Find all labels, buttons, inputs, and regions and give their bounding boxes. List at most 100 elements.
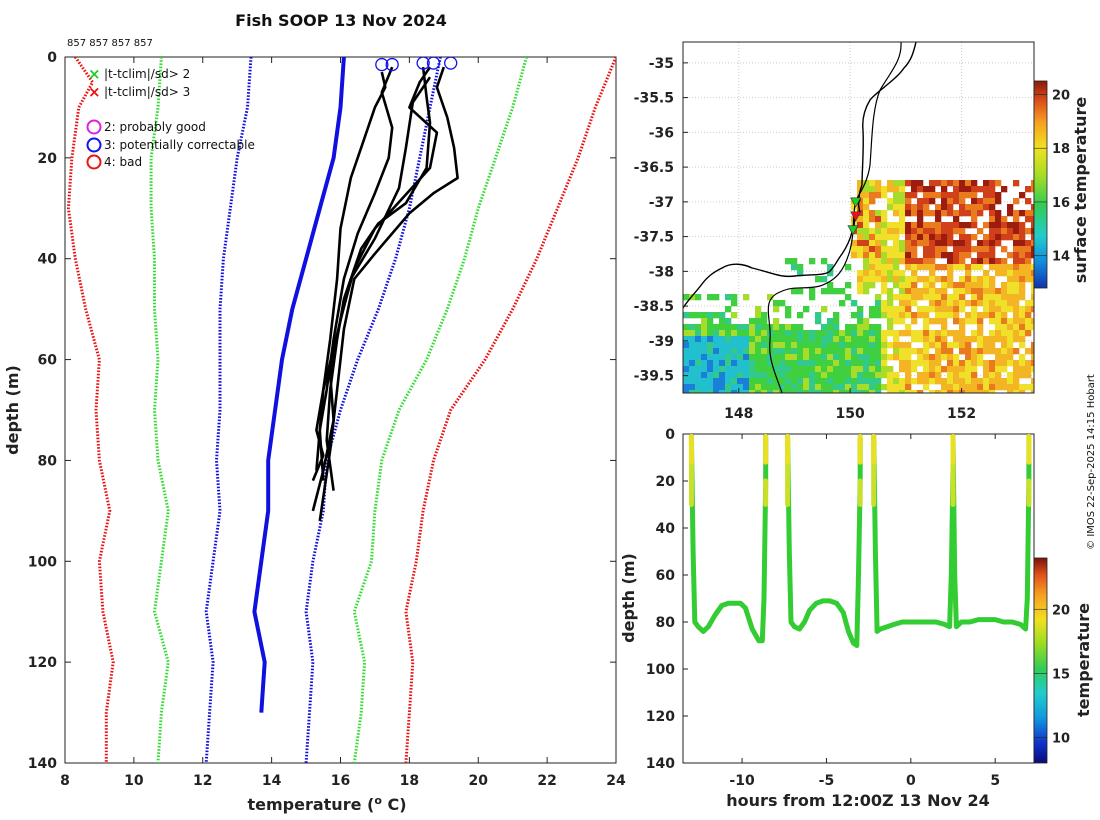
sst-pixel: [1025, 312, 1032, 319]
sst-pixel: [725, 348, 732, 355]
sst-pixel: [905, 372, 912, 379]
sst-pixel: [941, 342, 948, 349]
sst-pixel: [917, 312, 924, 319]
sst-pixel: [881, 258, 888, 265]
sst-pixel: [953, 246, 960, 253]
sst-pixel: [851, 360, 858, 367]
sst-pixel: [959, 204, 966, 211]
sst-pixel: [845, 282, 852, 289]
sst-pixel: [821, 288, 828, 295]
sst-pixel: [893, 372, 900, 379]
sst-pixel: [851, 348, 858, 355]
sst-pixel: [911, 204, 918, 211]
sst-pixel: [737, 354, 744, 361]
sst-pixel: [731, 354, 738, 361]
sst-pixel: [725, 306, 732, 313]
sst-pixel: [917, 354, 924, 361]
sst-pixel: [1013, 240, 1020, 247]
sst-pixel: [905, 366, 912, 373]
sst-pixel: [815, 348, 822, 355]
sst-pixel: [695, 294, 702, 301]
sst-pixel: [725, 372, 732, 379]
sst-pixel: [1013, 258, 1020, 265]
sst-pixel: [959, 342, 966, 349]
sst-pixel: [959, 264, 966, 271]
sst-pixel: [911, 318, 918, 325]
sst-pixel: [977, 330, 984, 337]
sst-pixel: [875, 258, 882, 265]
sst-pixel: [983, 348, 990, 355]
sst-pixel: [845, 324, 852, 331]
sst-pixel: [929, 378, 936, 385]
profile-y-tick-label: 140: [28, 756, 57, 772]
sst-pixel: [929, 234, 936, 241]
sst-pixel: [761, 336, 768, 343]
sst-pixel: [803, 342, 810, 349]
sst-pixel: [929, 318, 936, 325]
profile-x-label: temperature (o C): [247, 794, 406, 814]
sst-pixel: [1025, 198, 1032, 205]
sst-pixel: [695, 330, 702, 337]
sst-pixel: [839, 390, 846, 393]
sst-pixel: [959, 252, 966, 259]
sst-pixel: [1025, 228, 1032, 235]
sst-pixel: [1001, 366, 1008, 373]
sst-pixel: [719, 312, 726, 319]
sst-pixel: [941, 288, 948, 295]
sst-pixel: [965, 372, 972, 379]
map-colorbar-tick-label: 18: [1052, 142, 1070, 157]
sst-pixel: [827, 288, 834, 295]
sst-pixel: [1007, 300, 1014, 307]
sst-pixel: [971, 360, 978, 367]
sst-pixel: [1025, 324, 1032, 331]
sst-pixel: [1001, 348, 1008, 355]
sst-pixel: [683, 378, 690, 385]
sst-pixel: [869, 348, 876, 355]
sst-pixel: [695, 372, 702, 379]
sst-pixel: [881, 384, 888, 391]
map-colorbar-tick-label: 20: [1052, 88, 1070, 103]
sst-pixel: [905, 246, 912, 253]
sst-pixel: [839, 336, 846, 343]
sst-pixel: [833, 342, 840, 349]
sst-pixel: [953, 264, 960, 271]
sst-pixel: [863, 252, 870, 259]
sst-pixel: [905, 324, 912, 331]
sst-pixel: [851, 372, 858, 379]
sst-pixel: [773, 384, 780, 391]
sst-pixel: [941, 222, 948, 229]
sst-pixel: [941, 324, 948, 331]
sst-pixel: [941, 330, 948, 337]
map-colorbar-ticks: 14 16 18 20: [1034, 88, 1070, 265]
timeseries-y-tick-label: 60: [656, 568, 676, 584]
sst-pixel: [857, 228, 864, 235]
sst-pixel: [737, 390, 744, 393]
sst-pixel: [947, 240, 954, 247]
sst-pixel: [869, 282, 876, 289]
sst-pixel: [1019, 240, 1026, 247]
sst-pixel: [1001, 306, 1008, 313]
sst-pixel: [971, 318, 978, 325]
sst-pixel: [821, 378, 828, 385]
sst-pixel: [815, 378, 822, 385]
legend-o-item-3: 4: bad: [86, 154, 142, 170]
timeseries-y-tick-label: 20: [656, 474, 676, 490]
sst-pixel: [959, 246, 966, 253]
sst-pixel: [1031, 264, 1034, 271]
sst-pixel: [977, 246, 984, 253]
sst-pixel: [947, 366, 954, 373]
sst-pixel: [1031, 276, 1034, 283]
temperature-profile-line: [315, 71, 387, 471]
sst-pixel: [863, 372, 870, 379]
sst-pixel: [1031, 186, 1034, 193]
sst-pixel: [689, 378, 696, 385]
sst-pixel: [935, 276, 942, 283]
profile-y-ticks: 0 20 40 60 80 100 120 140: [28, 50, 616, 772]
sst-pixel: [953, 378, 960, 385]
profile-y-tick-label: 0: [47, 50, 57, 66]
sst-pixel: [899, 240, 906, 247]
sst-pixel: [929, 270, 936, 277]
sst-pixel: [995, 366, 1002, 373]
climatology-minus-1-sd-line: [204, 57, 253, 763]
sst-pixel: [905, 360, 912, 367]
